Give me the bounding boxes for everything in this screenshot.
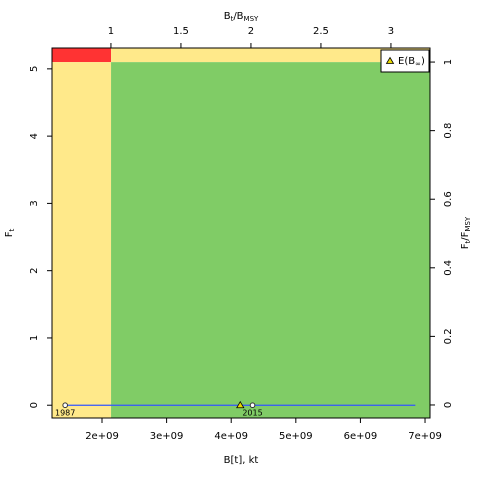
plot-frame	[51, 47, 431, 419]
y-tick-label: 2	[29, 267, 40, 273]
point-label: 2015	[242, 409, 262, 418]
x-tick-label: 6e+09	[344, 431, 378, 442]
y-axis-label-part: F	[4, 231, 15, 237]
y2-tick-label: 0.6	[443, 191, 454, 207]
x-tick-label: 5e+09	[279, 431, 313, 442]
y2-tick-label: 0.8	[443, 123, 454, 139]
y-tick-label: 1	[29, 335, 40, 341]
legend-label-part: ∞	[415, 60, 421, 68]
x-tick-label: 4e+09	[214, 431, 248, 442]
x2-tick-label: 2.5	[313, 26, 329, 37]
y-tick-label: 3	[29, 200, 40, 206]
region	[111, 48, 430, 63]
y2-tick-label: 0	[443, 402, 454, 408]
x2-tick-label: 1	[108, 26, 114, 37]
legend-label: E(B∞)	[398, 56, 425, 68]
x2-tick-label: 2	[248, 26, 254, 37]
x2-tick-label: 1.5	[173, 26, 189, 37]
y-axis-label: Ft	[4, 228, 16, 237]
x2-tick-label: 3	[388, 26, 394, 37]
legend-label-part: )	[421, 56, 425, 67]
y-tick-label: 0	[29, 402, 40, 408]
x-tick-label: 7e+09	[408, 431, 442, 442]
y2-tick-label: 0.4	[443, 260, 454, 276]
trajectory-point	[249, 402, 256, 409]
point-label: 1987	[55, 409, 75, 418]
y2-axis-label-part: t	[464, 240, 472, 243]
y2-tick-label: 1	[443, 59, 454, 65]
y2-axis-label-part: MSY	[464, 216, 472, 231]
legend-label-part: E(B	[398, 56, 415, 67]
x-tick-label: 3e+09	[150, 431, 184, 442]
y2-axis-label-part: F	[460, 243, 471, 249]
legend-marker	[385, 56, 395, 64]
y-tick-label: 5	[29, 66, 40, 72]
x2-axis-label-part: t	[231, 15, 234, 23]
region	[111, 62, 430, 419]
y-axis-label-part: t	[8, 228, 16, 231]
x-axis-label: B[t], kt	[224, 455, 259, 466]
y2-axis-label-part: /F	[460, 231, 471, 240]
x2-axis-label-part: B	[224, 11, 231, 22]
region	[52, 62, 112, 419]
region	[52, 48, 112, 63]
y2-axis-label: Ft/FMSY	[460, 216, 472, 249]
x2-axis-label-part: /B	[233, 11, 243, 22]
trajectory-point	[62, 402, 68, 409]
y2-tick-label: 0.2	[443, 328, 454, 344]
equilibrium-marker	[236, 400, 245, 409]
legend-box	[380, 49, 430, 73]
x2-axis-label-part: MSY	[244, 15, 259, 23]
y-tick-label: 4	[29, 133, 40, 139]
x-tick-label: 2e+09	[85, 431, 119, 442]
x2-axis-label: Bt/BMSY	[224, 11, 259, 23]
